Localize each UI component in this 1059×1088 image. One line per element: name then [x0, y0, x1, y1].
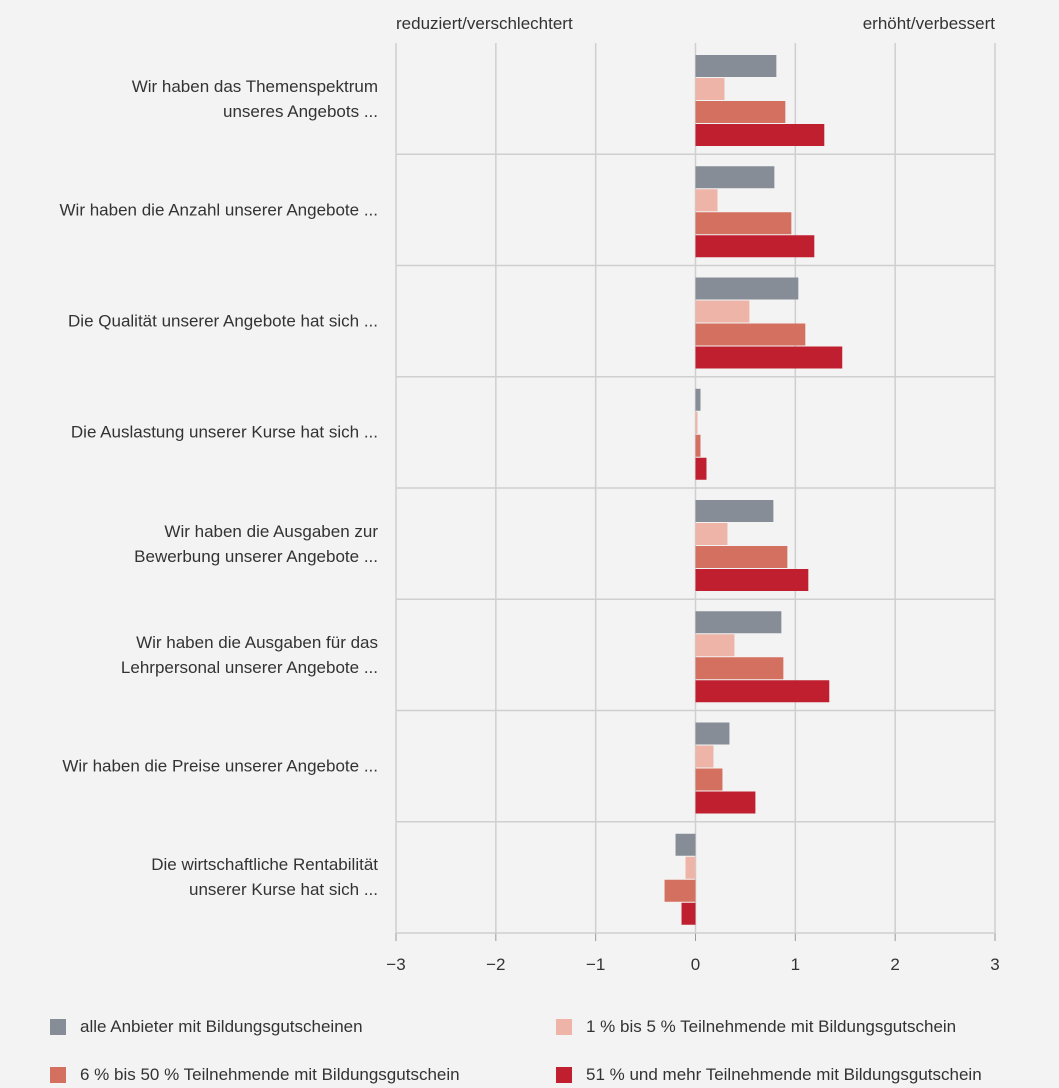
bar	[695, 745, 714, 768]
bar	[695, 235, 815, 258]
bar	[695, 166, 775, 189]
x-tick-label: −1	[586, 955, 605, 974]
bar	[695, 277, 799, 300]
legend-item: 6 % bis 50 % Teilnehmende mit Bildungsgu…	[50, 1065, 460, 1085]
bar	[695, 434, 701, 457]
bar	[695, 78, 725, 100]
bar	[695, 546, 788, 568]
bar	[695, 611, 782, 634]
category-label: Wir haben die Preise unserer Angebote ..…	[62, 756, 378, 776]
x-tick-label: 1	[791, 955, 800, 974]
legend-swatch	[50, 1067, 66, 1083]
bar	[695, 500, 774, 522]
category-label: Wir haben die Ausgaben für das Lehrperso…	[120, 632, 378, 677]
bar	[664, 879, 696, 902]
bar	[681, 902, 696, 925]
x-tick-label: 0	[691, 955, 700, 974]
category-label: Die wirtschaftliche Rentabilität unserer…	[151, 855, 378, 900]
bar	[695, 523, 728, 545]
bar	[695, 388, 701, 411]
x-tick-label: −3	[386, 955, 405, 974]
category-label: Wir haben die Anzahl unserer Angebote ..…	[59, 200, 378, 220]
legend-item: 51 % und mehr Teilnehmende mit Bildungsg…	[556, 1065, 982, 1085]
legend-label: 51 % und mehr Teilnehmende mit Bildungsg…	[586, 1065, 982, 1084]
bar	[695, 634, 735, 657]
category-label: Die Qualität unserer Angebote hat sich .…	[68, 311, 378, 331]
x-tick-label: 3	[990, 955, 999, 974]
x-tick-label: 2	[890, 955, 899, 974]
category-label: Wir haben das Themenspektrum unseres Ang…	[131, 76, 378, 121]
bar	[695, 101, 786, 123]
bar	[695, 722, 730, 745]
legend-label: 1 % bis 5 % Teilnehmende mit Bildungsgut…	[586, 1017, 957, 1036]
category-label: Die Auslastung unserer Kurse hat sich ..…	[70, 422, 378, 442]
x-tick-label: −2	[486, 955, 505, 974]
bar	[695, 55, 777, 77]
bar	[695, 457, 707, 480]
bar	[695, 300, 750, 323]
bar	[695, 569, 809, 591]
bar	[685, 856, 696, 879]
legend-item: alle Anbieter mit Bildungsgutscheinen	[50, 1017, 363, 1037]
bar	[695, 124, 825, 146]
bar	[695, 680, 830, 703]
bar	[695, 768, 723, 791]
category-label: Wir haben die Ausgaben zur Bewerbung uns…	[134, 521, 378, 566]
bar	[695, 212, 792, 235]
bar	[695, 323, 806, 346]
legend-swatch	[50, 1019, 66, 1035]
bar	[695, 657, 784, 680]
right-label: erhöht/verbessert	[862, 14, 995, 33]
legend-label: alle Anbieter mit Bildungsgutscheinen	[80, 1017, 363, 1036]
bar	[695, 346, 843, 369]
legend-swatch	[556, 1067, 572, 1083]
legend-label: 6 % bis 50 % Teilnehmende mit Bildungsgu…	[80, 1065, 460, 1084]
bar	[695, 411, 698, 434]
left-label: reduziert/verschlechtert	[396, 14, 573, 33]
legend-swatch	[556, 1019, 572, 1035]
legend-item: 1 % bis 5 % Teilnehmende mit Bildungsgut…	[556, 1017, 956, 1037]
bar	[695, 791, 756, 814]
bar	[675, 833, 696, 856]
bar	[695, 189, 718, 212]
